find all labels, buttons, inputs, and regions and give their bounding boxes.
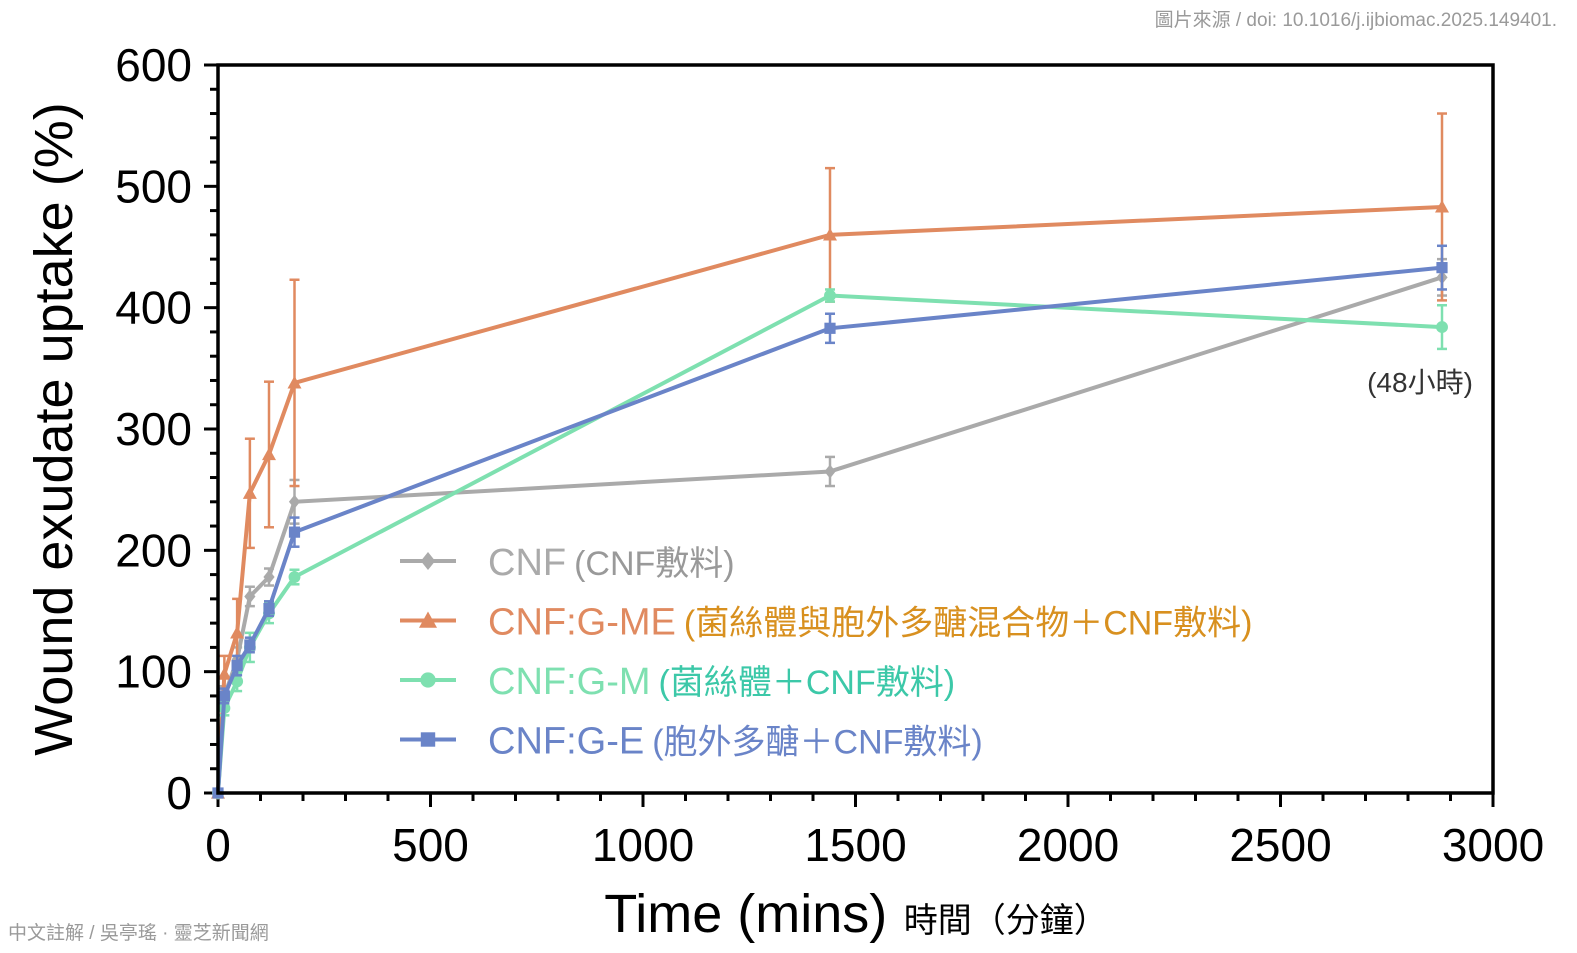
plot-area: 0 100 200 300 400 500 600 0 500 1000 1500 2000 2500… <box>115 39 1544 871</box>
legend-series-note: (菌絲體＋CNF敷料) <box>659 664 956 702</box>
series-cnf-g-me <box>211 112 1449 799</box>
data-point <box>242 486 257 499</box>
data-point <box>288 526 301 538</box>
series-line <box>216 265 1443 794</box>
series-layer <box>211 112 1449 800</box>
series-cnf-g-e <box>212 244 1448 799</box>
legend-label: CNF (CNF敷料) <box>488 542 735 584</box>
legend-item: CNF:G-E (胞外多醣＋CNF敷料) <box>400 721 983 763</box>
x-axis-title-cn: 時間（分鐘） <box>904 902 1108 940</box>
legend-swatch-marker <box>419 611 437 628</box>
legend-item: CNF:G-M (菌絲體＋CNF敷料) <box>400 661 955 703</box>
legend-swatch-marker <box>420 732 436 747</box>
data-point <box>287 375 302 389</box>
data-point <box>1436 321 1448 334</box>
y-tick-labels: 0 100 200 300 400 500 600 <box>115 39 192 819</box>
plot-frame <box>216 63 1495 795</box>
legend-series-note: (CNF敷料) <box>574 545 735 583</box>
x-tick-label: 1000 <box>592 819 694 871</box>
legend-item: CNF (CNF敷料) <box>400 542 735 584</box>
y-tick-marks <box>204 63 218 795</box>
data-point <box>217 667 232 680</box>
data-point <box>824 322 836 334</box>
data-point <box>1436 262 1448 274</box>
y-tick-label: 400 <box>115 282 192 334</box>
x-tick-labels: 0 500 1000 1500 2000 2500 3000 <box>205 819 1544 871</box>
legend-series-name: CNF <box>488 542 566 584</box>
y-tick-label: 300 <box>115 403 192 455</box>
time-annotation: (48小時) <box>1367 367 1473 398</box>
x-tick-label: 0 <box>205 819 231 871</box>
y-tick-label: 0 <box>166 767 192 819</box>
data-point <box>288 571 301 583</box>
data-point <box>263 602 275 615</box>
legend-series-note: (胞外多醣＋CNF敷料) <box>652 724 983 762</box>
y-tick-label: 200 <box>115 524 192 576</box>
data-point <box>288 494 301 509</box>
data-point <box>231 660 243 672</box>
series-line <box>216 204 1443 794</box>
x-axis-title: Time (mins) <box>604 884 887 944</box>
y-tick-label: 100 <box>115 646 192 698</box>
legend-label: CNF:G-M (菌絲體＋CNF敷料) <box>488 661 955 703</box>
legend-series-name: CNF:G-M <box>488 661 651 703</box>
y-tick-label: 500 <box>115 160 192 212</box>
x-tick-label: 1500 <box>804 819 906 871</box>
data-point <box>231 675 244 688</box>
x-axis-title-group: Time (mins) 時間（分鐘） <box>604 884 1107 944</box>
annotation-credit: 中文註解 / 吳亭瑤 · 靈芝新聞網 <box>8 922 269 944</box>
legend: CNF (CNF敷料)CNF:G-ME (菌絲體與胞外多醣混合物＋CNF敷料)CNF… <box>400 542 1252 763</box>
data-point <box>218 690 230 702</box>
x-tick-marks <box>216 793 1495 807</box>
x-tick-label: 2500 <box>1229 819 1331 871</box>
data-point <box>244 589 256 604</box>
legend-label: CNF:G-ME (菌絲體與胞外多醣混合物＋CNF敷料) <box>488 602 1252 644</box>
data-point <box>262 447 276 461</box>
data-point <box>1435 199 1449 213</box>
y-tick-label: 600 <box>115 39 192 91</box>
data-point <box>824 464 836 479</box>
legend-label: CNF:G-E (胞外多醣＋CNF敷料) <box>488 721 983 763</box>
data-point <box>244 639 256 651</box>
x-tick-label: 3000 <box>1442 819 1544 871</box>
legend-series-name: CNF:G-E <box>488 721 644 763</box>
data-point <box>263 570 275 585</box>
data-point <box>230 625 245 639</box>
legend-series-note: (菌絲體與胞外多醣混合物＋CNF敷料) <box>684 605 1253 643</box>
legend-swatch-marker <box>420 672 436 688</box>
x-tick-label: 2000 <box>1017 819 1119 871</box>
source-credit: 圖片來源 / doi: 10.1016/j.ijbiomac.2025.1494… <box>1155 9 1557 31</box>
data-point <box>823 227 837 241</box>
y-axis-title: Wound exudate uptake (%) <box>24 102 84 755</box>
x-tick-label: 500 <box>392 819 469 871</box>
series-line <box>216 293 1443 794</box>
legend-swatch-marker <box>420 552 436 570</box>
legend-item: CNF:G-ME (菌絲體與胞外多醣混合物＋CNF敷料) <box>400 602 1252 644</box>
legend-series-name: CNF:G-ME <box>488 602 676 644</box>
data-point <box>824 289 836 302</box>
